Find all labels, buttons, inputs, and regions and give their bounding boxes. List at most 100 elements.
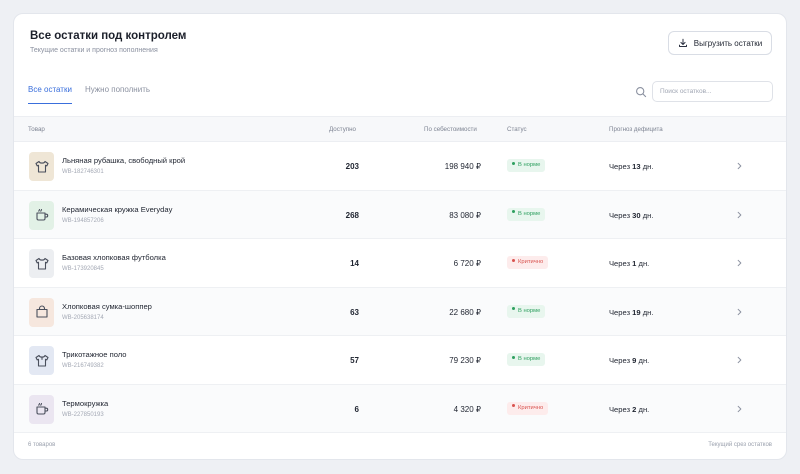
cost-value: 198 940 ₽ (444, 162, 481, 171)
cost-value: 6 720 ₽ (453, 259, 481, 268)
forecast-suffix: дн. (638, 356, 650, 365)
status-badge: Критично (507, 256, 549, 269)
available-qty: 14 (350, 259, 359, 268)
deficit-forecast: Через 1 дн. (609, 259, 649, 268)
download-icon (678, 38, 687, 47)
status-badge: В норме (507, 159, 546, 172)
export-button-label: Выгрузить остатки (693, 38, 763, 48)
column-header-available[interactable]: Доступно (329, 126, 357, 133)
forecast-prefix: Через (609, 210, 631, 220)
available-qty: 6 (354, 404, 359, 414)
product-thumbnail (29, 346, 54, 375)
product-name: Льняная рубашка, свободный крой (62, 156, 186, 165)
cost-value: 4 320 ₽ (453, 404, 481, 414)
available-qty: 63 (350, 307, 359, 317)
page-subtitle: Текущие остатки и прогноз пополнения (30, 47, 158, 54)
status-dot (512, 404, 515, 408)
deficit-forecast: Через 30 дн. (609, 211, 653, 220)
product-thumbnail (29, 152, 54, 181)
status-label: В норме (518, 307, 541, 314)
forecast-suffix: дн. (638, 404, 650, 414)
chevron-right-icon[interactable] (735, 307, 744, 317)
table-row[interactable]: Хлопковая сумка-шоппер WB-205638174 63 22 6… (14, 287, 786, 336)
deficit-forecast: Через 19 дн. (609, 308, 653, 317)
cost-value: 83 080 ₽ (449, 210, 481, 220)
mug-icon (35, 208, 48, 221)
status-dot (512, 161, 515, 165)
cost-value: 79 230 ₽ (449, 356, 481, 365)
deficit-forecast: Через 2 дн. (609, 405, 649, 414)
forecast-days: 13 (632, 162, 641, 171)
table-row[interactable]: Базовая хлопковая футболка WB-173920845 14… (14, 239, 786, 288)
column-header-forecast[interactable]: Прогноз дефицита (609, 126, 663, 133)
product-name: Трикотажное поло (62, 350, 127, 359)
product-sku: WB-194857206 (62, 217, 104, 224)
forecast-prefix: Через (609, 259, 631, 268)
status-label: Критично (518, 404, 544, 411)
product-thumbnail (29, 200, 54, 230)
thermo-mug-icon (35, 402, 48, 415)
product-sku: WB-227850193 (62, 411, 104, 418)
status-label: В норме (518, 356, 541, 362)
forecast-days: 2 (632, 404, 637, 414)
shirt-icon (34, 160, 49, 173)
deficit-forecast: Через 13 дн. (609, 162, 653, 171)
forecast-prefix: Через (609, 356, 631, 365)
forecast-days: 19 (632, 307, 641, 317)
table-header: Товар Доступно По себестоимости Статус П… (14, 116, 786, 142)
forecast-prefix: Через (609, 404, 631, 414)
tab-needs-restock[interactable]: Нужно пополнить (84, 85, 151, 94)
column-header-product[interactable]: Товар (28, 126, 45, 133)
footer-note: Текущий срез остатков (708, 442, 772, 448)
search-icon[interactable] (635, 86, 647, 98)
chevron-right-icon[interactable] (735, 355, 744, 365)
product-thumbnail (29, 249, 54, 278)
chevron-right-icon[interactable] (735, 404, 744, 414)
status-badge: В норме (507, 207, 546, 221)
inventory-card: Все остатки под контролем Текущие остатк… (13, 13, 787, 460)
chevron-right-icon[interactable] (735, 210, 744, 220)
table-row[interactable]: Керамическая кружка Everyday WB-194857206… (14, 190, 786, 239)
forecast-suffix: дн. (642, 210, 654, 220)
tabs: Все остатки Нужно пополнить (28, 82, 150, 104)
item-count: 6 товаров (28, 442, 56, 448)
product-name: Базовая хлопковая футболка (62, 253, 166, 262)
table-row[interactable]: Трикотажное поло WB-216749382 57 79 230 ₽ В … (14, 336, 786, 385)
status-label: Критично (518, 259, 544, 265)
tshirt-icon (34, 257, 49, 270)
column-header-status[interactable]: Статус (507, 126, 527, 133)
product-sku: WB-173920845 (62, 266, 104, 272)
tab-all-stock[interactable]: Все остатки (28, 82, 72, 104)
status-dot (512, 307, 515, 311)
forecast-prefix: Через (609, 162, 631, 171)
product-thumbnail (29, 297, 54, 327)
forecast-days: 30 (632, 210, 641, 220)
forecast-suffix: дн. (638, 259, 650, 268)
product-thumbnail (29, 394, 54, 424)
forecast-days: 1 (632, 259, 637, 268)
cost-value: 22 680 ₽ (449, 307, 481, 317)
product-sku: WB-205638174 (62, 314, 104, 321)
status-dot (512, 355, 515, 359)
chevron-right-icon[interactable] (735, 258, 744, 268)
forecast-suffix: дн. (642, 162, 654, 171)
table-row[interactable]: Льняная рубашка, свободный крой WB-182746… (14, 142, 786, 191)
product-sku: WB-182746301 (62, 169, 104, 175)
status-label: В норме (518, 162, 541, 168)
column-header-cost[interactable]: По себестоимости (424, 126, 477, 133)
product-name: Хлопковая сумка-шоппер (62, 301, 152, 311)
table-row[interactable]: Термокружка WB-227850193 6 4 320 ₽ Критично Ч… (14, 384, 786, 433)
export-button[interactable]: Выгрузить остатки (668, 31, 772, 55)
product-name: Керамическая кружка Everyday (62, 204, 173, 214)
available-qty: 268 (345, 210, 359, 220)
available-qty: 57 (350, 356, 359, 365)
search-input[interactable] (652, 81, 773, 102)
bag-icon (35, 305, 48, 318)
status-dot (512, 258, 515, 262)
chevron-right-icon[interactable] (735, 161, 744, 171)
available-qty: 203 (345, 162, 359, 171)
page-title: Все остатки под контролем (30, 30, 187, 42)
status-dot (512, 210, 515, 214)
deficit-forecast: Через 9 дн. (609, 356, 649, 365)
forecast-suffix: дн. (642, 307, 654, 317)
